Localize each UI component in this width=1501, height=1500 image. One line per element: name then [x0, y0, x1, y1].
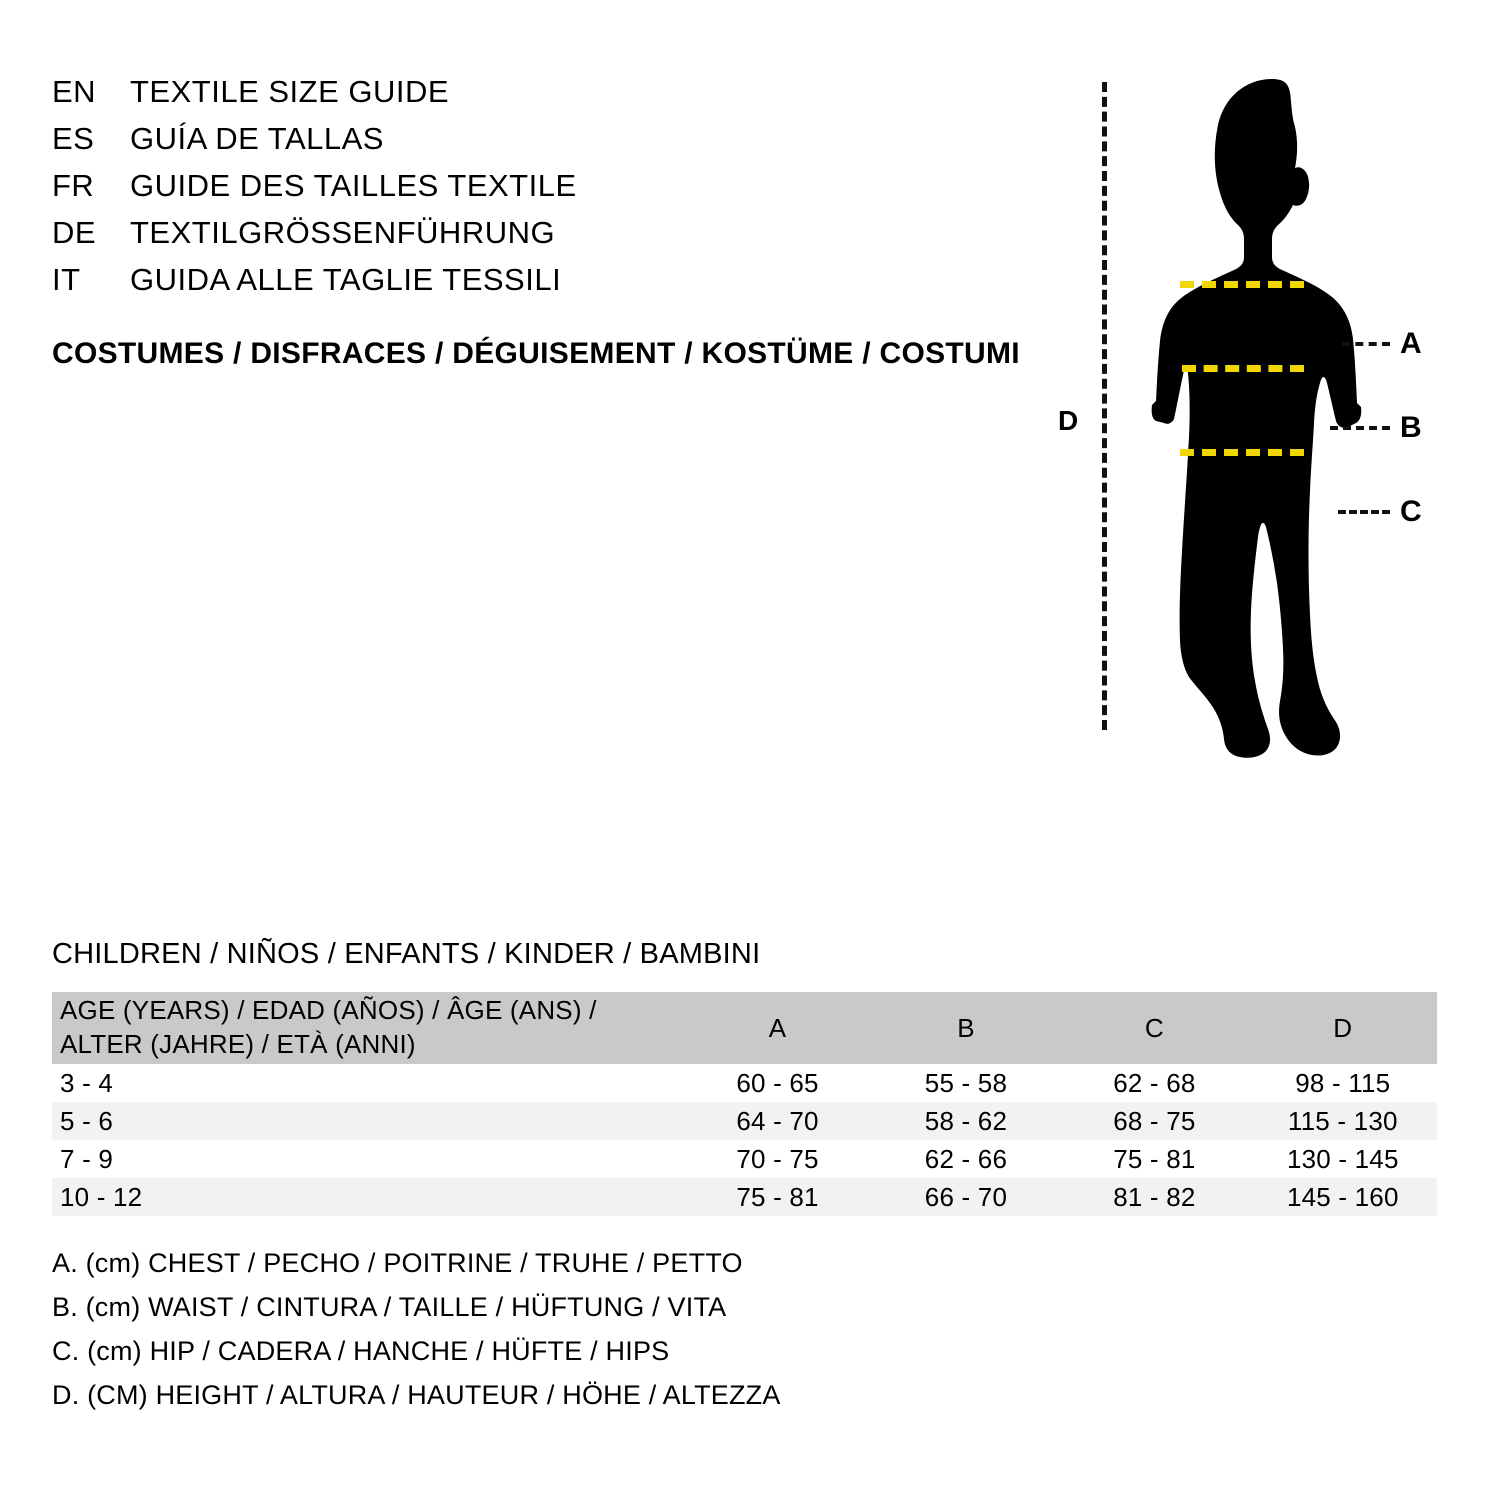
- cell-c: 75 - 81: [1060, 1140, 1249, 1178]
- hip-measure-band: [1180, 449, 1304, 456]
- size-diagram: D A B C: [1030, 55, 1470, 758]
- table-row: 3 - 4 60 - 65 55 - 58 62 - 68 98 - 115: [52, 1064, 1437, 1102]
- cell-d: 145 - 160: [1248, 1178, 1437, 1216]
- table-body: 3 - 4 60 - 65 55 - 58 62 - 68 98 - 115 5…: [52, 1064, 1437, 1216]
- cell-age: 10 - 12: [52, 1178, 684, 1216]
- table-header-row: AGE (YEARS) / EDAD (AÑOS) / ÂGE (ANS) / …: [52, 992, 1437, 1064]
- language-header-block: EN TEXTILE SIZE GUIDE ES GUÍA DE TALLAS …: [52, 74, 577, 309]
- cell-a: 70 - 75: [683, 1140, 872, 1178]
- language-text-fr: GUIDE DES TAILLES TEXTILE: [130, 168, 577, 203]
- language-text-it: GUIDA ALLE TAGLIE TESSILI: [130, 262, 562, 297]
- column-header-d: D: [1248, 992, 1437, 1064]
- cell-age: 5 - 6: [52, 1102, 684, 1140]
- table-row: 7 - 9 70 - 75 62 - 66 75 - 81 130 - 145: [52, 1140, 1437, 1178]
- column-header-a: A: [683, 992, 872, 1064]
- cell-b: 62 - 66: [871, 1140, 1061, 1178]
- size-table: AGE (YEARS) / EDAD (AÑOS) / ÂGE (ANS) / …: [52, 992, 1437, 1216]
- child-silhouette-icon: [1151, 79, 1362, 758]
- cell-b: 58 - 62: [871, 1102, 1061, 1140]
- table-header: AGE (YEARS) / EDAD (AÑOS) / ÂGE (ANS) / …: [52, 992, 1437, 1064]
- legend-item-d: D. (CM) HEIGHT / ALTURA / HAUTEUR / HÖHE…: [52, 1380, 781, 1410]
- table-group-title: CHILDREN / NIÑOS / ENFANTS / KINDER / BA…: [52, 938, 761, 970]
- leader-line-b: [1330, 426, 1390, 430]
- measure-label-d: D: [1058, 405, 1079, 436]
- measure-label-c: C: [1400, 495, 1422, 528]
- chest-measure-band: [1180, 281, 1304, 288]
- measurement-legend: A. (cm) CHEST / PECHO / POITRINE / TRUHE…: [52, 1248, 781, 1424]
- legend-item-b: B. (cm) WAIST / CINTURA / TAILLE / HÜFTU…: [52, 1292, 727, 1322]
- cell-age: 7 - 9: [52, 1140, 684, 1178]
- language-code-it: IT: [52, 262, 81, 297]
- language-row-fr: FR GUIDE DES TAILLES TEXTILE: [52, 168, 577, 215]
- language-row-de: DE TEXTILGRÖSSENFÜHRUNG: [52, 215, 577, 262]
- cell-a: 60 - 65: [683, 1064, 872, 1102]
- height-reference-line: [1102, 82, 1107, 730]
- language-code-es: ES: [52, 121, 95, 156]
- column-header-c: C: [1060, 992, 1249, 1064]
- measure-label-b: B: [1400, 411, 1422, 444]
- table-row: 10 - 12 75 - 81 66 - 70 81 - 82 145 - 16…: [52, 1178, 1437, 1216]
- cell-d: 130 - 145: [1248, 1140, 1437, 1178]
- legend-item-a: A. (cm) CHEST / PECHO / POITRINE / TRUHE…: [52, 1248, 743, 1278]
- category-title: COSTUMES / DISFRACES / DÉGUISEMENT / KOS…: [52, 337, 1020, 370]
- column-header-age: AGE (YEARS) / EDAD (AÑOS) / ÂGE (ANS) / …: [52, 992, 684, 1064]
- cell-c: 81 - 82: [1060, 1178, 1249, 1216]
- language-text-de: TEXTILGRÖSSENFÜHRUNG: [130, 215, 556, 250]
- cell-age: 3 - 4: [52, 1064, 684, 1102]
- cell-d: 115 - 130: [1248, 1102, 1437, 1140]
- waist-measure-band: [1182, 365, 1304, 372]
- language-code-fr: FR: [52, 168, 95, 203]
- column-header-age-line1: AGE (YEARS) / EDAD (AÑOS) / ÂGE (ANS) /: [60, 995, 597, 1026]
- language-code-de: DE: [52, 215, 97, 250]
- leader-line-c: [1338, 510, 1390, 514]
- cell-b: 66 - 70: [871, 1178, 1061, 1216]
- legend-item-c: C. (cm) HIP / CADERA / HANCHE / HÜFTE / …: [52, 1336, 670, 1366]
- language-row-en: EN TEXTILE SIZE GUIDE: [52, 74, 577, 121]
- column-header-b: B: [871, 992, 1061, 1064]
- cell-b: 55 - 58: [871, 1064, 1061, 1102]
- language-text-en: TEXTILE SIZE GUIDE: [130, 74, 450, 109]
- cell-c: 62 - 68: [1060, 1064, 1249, 1102]
- language-text-es: GUÍA DE TALLAS: [130, 121, 384, 156]
- language-row-es: ES GUÍA DE TALLAS: [52, 121, 577, 168]
- cell-c: 68 - 75: [1060, 1102, 1249, 1140]
- leader-line-a: [1342, 342, 1390, 346]
- cell-d: 98 - 115: [1248, 1064, 1437, 1102]
- column-header-age-line2: ALTER (JAHRE) / ETÀ (ANNI): [60, 1029, 416, 1059]
- language-code-en: EN: [52, 74, 97, 109]
- language-row-it: IT GUIDA ALLE TAGLIE TESSILI: [52, 262, 577, 309]
- measure-label-a: A: [1400, 327, 1422, 360]
- table-row: 5 - 6 64 - 70 58 - 62 68 - 75 115 - 130: [52, 1102, 1437, 1140]
- cell-a: 64 - 70: [683, 1102, 872, 1140]
- cell-a: 75 - 81: [683, 1178, 872, 1216]
